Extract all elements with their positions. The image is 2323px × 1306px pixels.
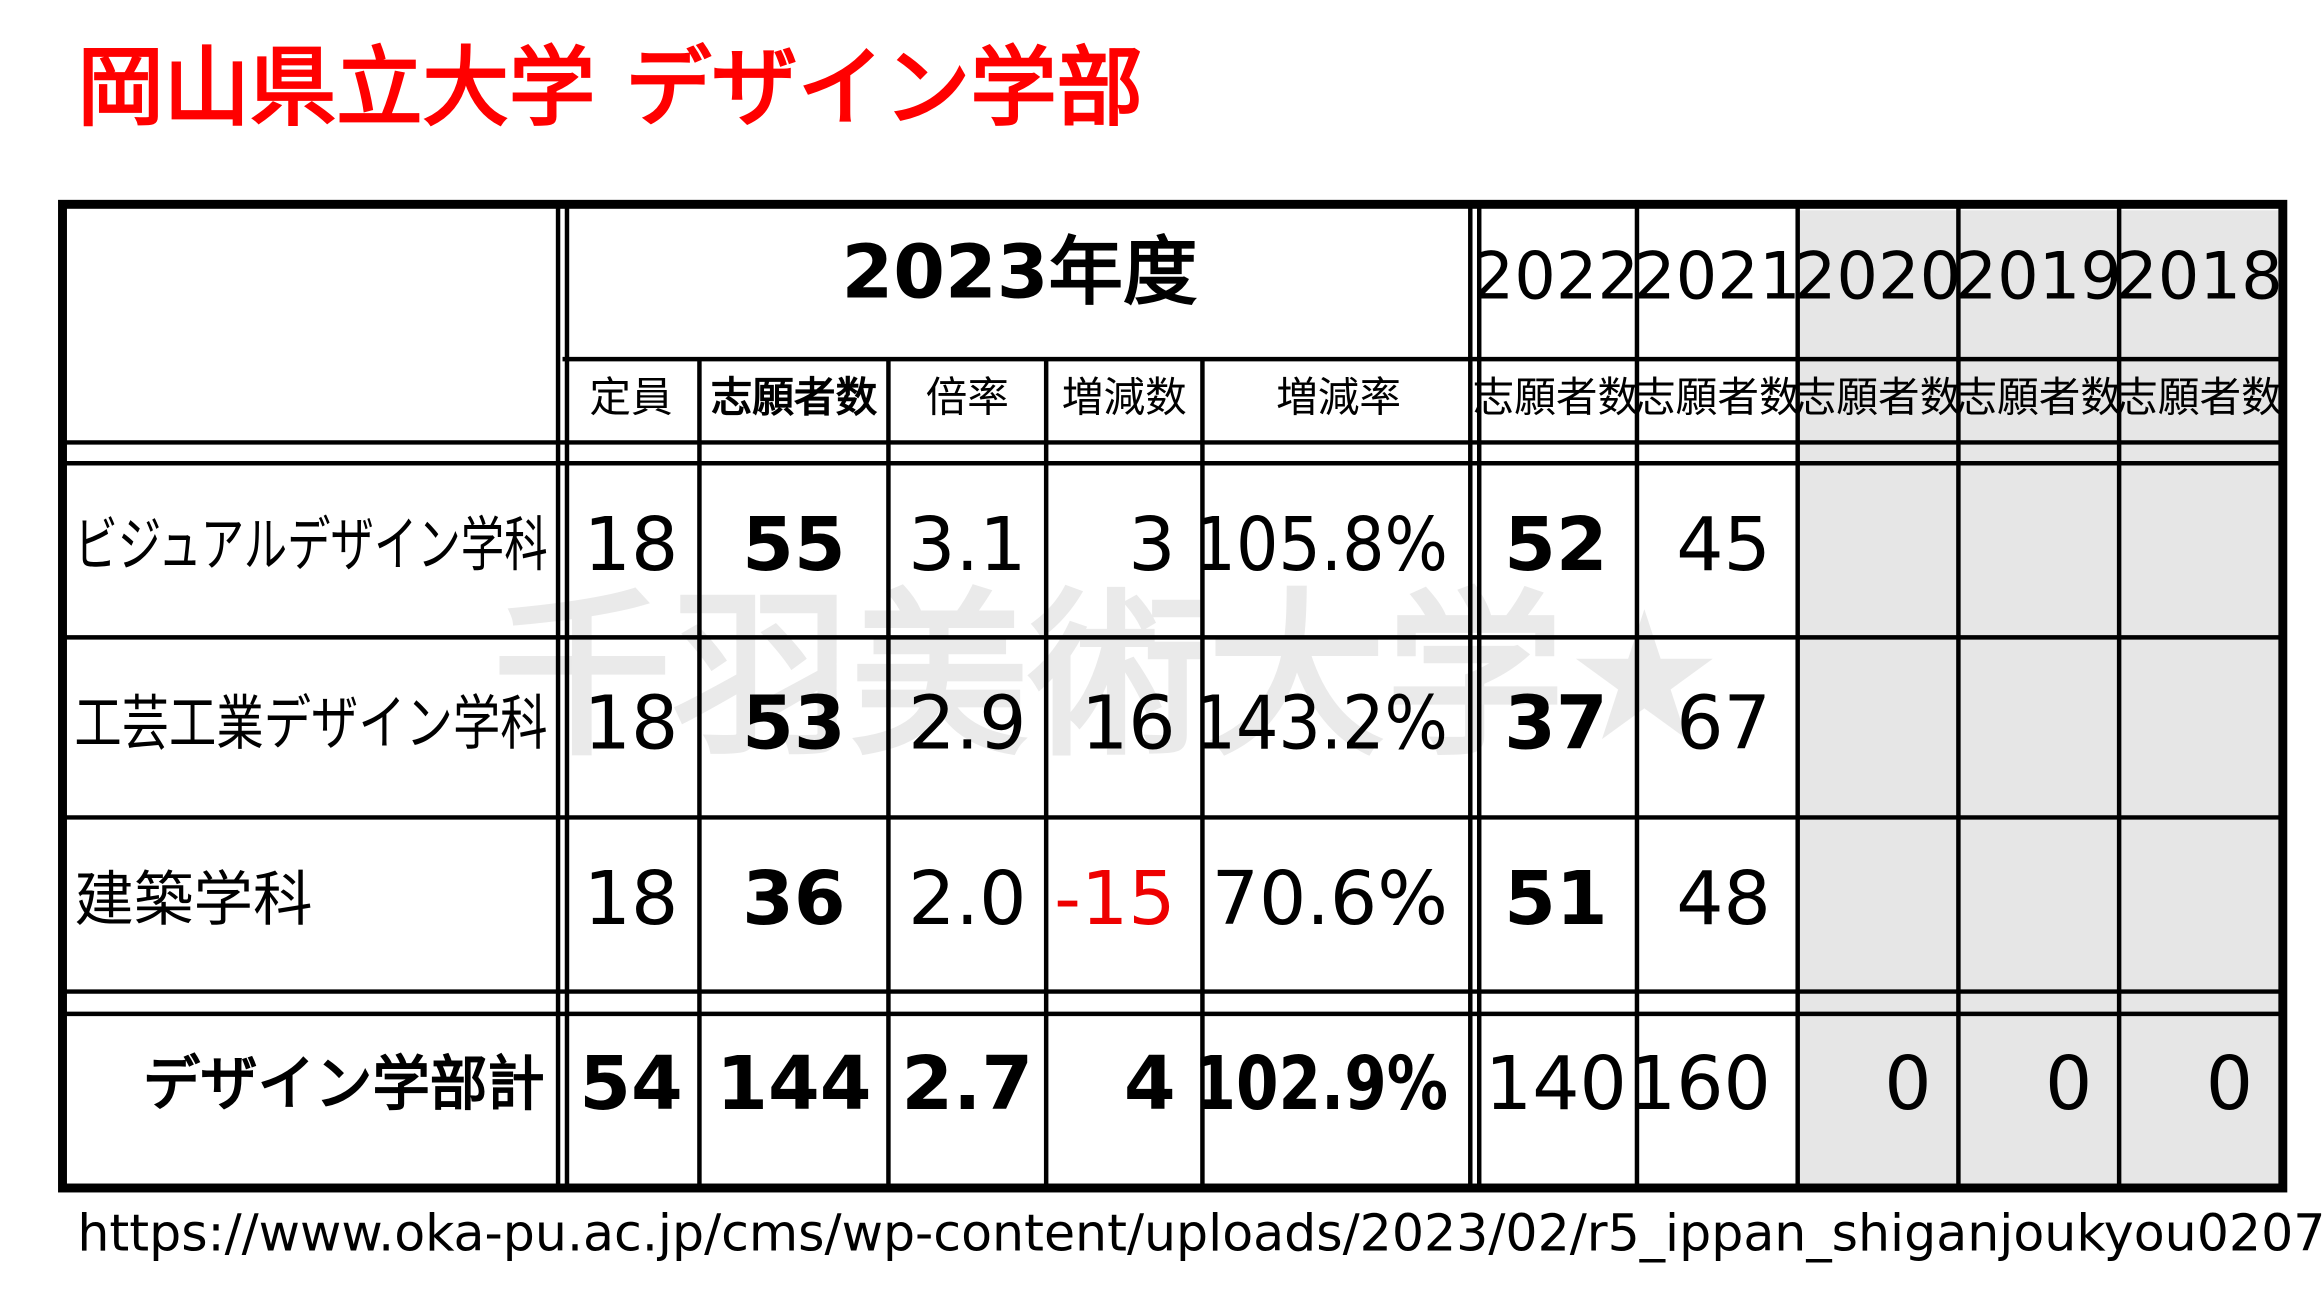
- cell: 0: [2206, 1040, 2253, 1127]
- column-header: 倍率: [926, 373, 1009, 422]
- cell: 140: [1485, 1040, 1627, 1127]
- cell: 45: [1676, 501, 1771, 588]
- shaded-columns: [1797, 210, 2280, 1186]
- cell: 3.1: [908, 501, 1026, 588]
- cell: 0: [2045, 1040, 2092, 1127]
- year-header: 2023年度: [841, 229, 1197, 316]
- column-header: 志願者数: [1473, 373, 1640, 422]
- year-header: 2022: [1473, 238, 1640, 314]
- column-header: 志願者数: [2116, 373, 2283, 422]
- cell: 54: [579, 1040, 683, 1127]
- cell: 53: [742, 680, 846, 767]
- year-header: 2018: [2116, 238, 2283, 314]
- cell: 16: [1081, 680, 1176, 767]
- table-border: [58, 199, 2288, 1193]
- cell: 2.9: [908, 680, 1026, 767]
- cell: 160: [1629, 1040, 1771, 1127]
- cell: 102.9%: [1193, 1040, 1447, 1127]
- cell: 52: [1504, 501, 1608, 588]
- column-header: 志願者数: [1634, 373, 1801, 422]
- cell: 3: [1128, 501, 1175, 588]
- row-label: 建築学科: [74, 866, 312, 935]
- year-header: 2019: [1955, 238, 2122, 314]
- total-label: デザイン学部計: [143, 1050, 545, 1119]
- cell: 67: [1676, 680, 1771, 767]
- cell: 18: [584, 855, 679, 942]
- source-url: https://www.oka-pu.ac.jp/cms/wp-content/…: [77, 1204, 2323, 1263]
- column-header: 志願者数: [1955, 373, 2122, 422]
- cell: 18: [584, 501, 679, 588]
- title: 岡山県立大学 デザイン学部: [77, 39, 1143, 139]
- column-header: 定員: [589, 373, 672, 422]
- cell: 144: [716, 1040, 871, 1127]
- year-header: 2021: [1634, 238, 1801, 314]
- cell: 18: [584, 680, 679, 767]
- row-label: ビジュアルデザイン学科: [74, 512, 547, 581]
- row-label: 工芸工業デザイン学科: [74, 690, 547, 759]
- cell: 4: [1124, 1040, 1176, 1127]
- cell: 70.6%: [1212, 855, 1448, 942]
- column-header: 増減率: [1276, 373, 1401, 422]
- column-header: 志願者数: [1795, 373, 1962, 422]
- cell: 105.8%: [1193, 501, 1447, 588]
- cell: 2.7: [901, 1040, 1033, 1127]
- cell: 37: [1504, 680, 1608, 767]
- column-header: 増減数: [1062, 373, 1187, 422]
- cell: -15: [1054, 855, 1176, 942]
- cell: 51: [1504, 855, 1608, 942]
- cell: 143.2%: [1193, 680, 1447, 767]
- cell: 48: [1676, 855, 1771, 942]
- cell: 2.0: [908, 855, 1026, 942]
- column-header: 志願者数: [711, 373, 878, 422]
- year-header: 2020: [1795, 238, 1962, 314]
- cell: 55: [742, 501, 846, 588]
- cell: 0: [1884, 1040, 1931, 1127]
- cell: 36: [742, 855, 846, 942]
